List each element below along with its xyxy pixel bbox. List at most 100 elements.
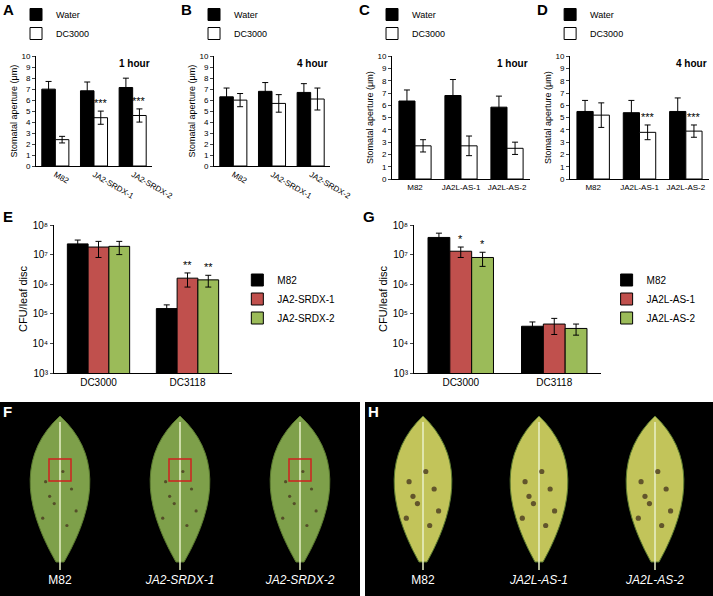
svg-text:5: 5 bbox=[26, 107, 31, 116]
svg-text:10³: 10³ bbox=[34, 368, 49, 379]
svg-text:M82: M82 bbox=[407, 183, 423, 192]
svg-text:DC3000: DC3000 bbox=[412, 29, 445, 39]
svg-text:10⁶: 10⁶ bbox=[393, 279, 408, 290]
svg-text:3: 3 bbox=[26, 129, 31, 138]
svg-text:8: 8 bbox=[26, 74, 31, 83]
svg-text:M82: M82 bbox=[48, 573, 72, 587]
svg-text:10: 10 bbox=[21, 52, 30, 61]
svg-text:4: 4 bbox=[26, 118, 31, 127]
svg-text:JA2-SRDX-1: JA2-SRDX-1 bbox=[91, 170, 136, 201]
svg-text:Stomatal aperture (μm): Stomatal aperture (μm) bbox=[365, 71, 375, 164]
svg-text:JA2-SRDX-2: JA2-SRDX-2 bbox=[130, 170, 175, 201]
svg-text:M82: M82 bbox=[52, 170, 70, 186]
svg-text:1 hour: 1 hour bbox=[119, 58, 150, 69]
svg-text:2: 2 bbox=[560, 150, 565, 159]
svg-text:7: 7 bbox=[382, 89, 387, 98]
svg-text:6: 6 bbox=[26, 96, 31, 105]
svg-text:4 hour: 4 hour bbox=[676, 58, 707, 69]
svg-text:8: 8 bbox=[560, 77, 565, 86]
svg-text:JA2-SRDX-2: JA2-SRDX-2 bbox=[277, 313, 335, 324]
svg-text:JA2-SRDX-2: JA2-SRDX-2 bbox=[308, 170, 353, 201]
svg-text:3: 3 bbox=[560, 138, 565, 147]
svg-text:10⁶: 10⁶ bbox=[33, 279, 48, 290]
svg-text:0: 0 bbox=[204, 162, 209, 171]
svg-text:1: 1 bbox=[204, 151, 209, 160]
svg-text:10: 10 bbox=[377, 52, 386, 61]
svg-text:***: *** bbox=[94, 97, 108, 109]
svg-text:JA2-SRDX-1: JA2-SRDX-1 bbox=[269, 170, 314, 201]
svg-text:JA2L-AS-2: JA2L-AS-2 bbox=[625, 573, 684, 587]
svg-text:CFU/leaf disc: CFU/leaf disc bbox=[377, 265, 389, 332]
svg-text:9: 9 bbox=[204, 63, 209, 72]
svg-text:2: 2 bbox=[382, 150, 387, 159]
svg-text:CFU/leaf disc: CFU/leaf disc bbox=[17, 265, 29, 332]
svg-text:10: 10 bbox=[199, 52, 208, 61]
svg-text:0: 0 bbox=[26, 162, 31, 171]
svg-text:7: 7 bbox=[26, 85, 31, 94]
svg-text:10⁸: 10⁸ bbox=[393, 220, 408, 231]
svg-text:JA2-SRDX-1: JA2-SRDX-1 bbox=[277, 294, 335, 305]
svg-text:Stomatal aperture (μm): Stomatal aperture (μm) bbox=[187, 65, 197, 158]
svg-text:10⁷: 10⁷ bbox=[33, 249, 48, 260]
svg-text:2: 2 bbox=[26, 140, 31, 149]
svg-text:2: 2 bbox=[204, 140, 209, 149]
svg-text:6: 6 bbox=[382, 101, 387, 110]
svg-text:8: 8 bbox=[382, 77, 387, 86]
svg-text:5: 5 bbox=[382, 113, 387, 122]
svg-text:10⁷: 10⁷ bbox=[393, 249, 408, 260]
svg-text:1 hour: 1 hour bbox=[497, 58, 528, 69]
svg-text:M82: M82 bbox=[411, 573, 435, 587]
svg-text:***: *** bbox=[641, 111, 655, 123]
svg-text:4: 4 bbox=[204, 118, 209, 127]
svg-text:Water: Water bbox=[590, 10, 614, 20]
svg-text:***: *** bbox=[687, 111, 701, 123]
svg-text:DC3000: DC3000 bbox=[80, 377, 117, 388]
svg-text:4: 4 bbox=[560, 126, 565, 135]
svg-text:Stomatal aperture (μm): Stomatal aperture (μm) bbox=[543, 71, 553, 164]
svg-text:M82: M82 bbox=[585, 183, 601, 192]
svg-text:DC3118: DC3118 bbox=[536, 377, 572, 388]
svg-text:DC3000: DC3000 bbox=[442, 377, 479, 388]
svg-text:M82: M82 bbox=[647, 275, 667, 286]
svg-text:3: 3 bbox=[204, 129, 209, 138]
svg-text:DC3000: DC3000 bbox=[56, 29, 89, 39]
svg-text:Water: Water bbox=[56, 10, 80, 20]
svg-text:5: 5 bbox=[204, 107, 209, 116]
svg-text:DC3000: DC3000 bbox=[590, 29, 623, 39]
svg-text:M82: M82 bbox=[230, 170, 248, 186]
svg-text:M82: M82 bbox=[277, 275, 297, 286]
svg-text:**: ** bbox=[183, 259, 192, 271]
svg-text:4: 4 bbox=[382, 126, 387, 135]
svg-text:10⁴: 10⁴ bbox=[393, 338, 408, 349]
svg-text:1: 1 bbox=[26, 151, 31, 160]
svg-text:10⁴: 10⁴ bbox=[33, 338, 48, 349]
svg-text:9: 9 bbox=[560, 64, 565, 73]
svg-text:9: 9 bbox=[382, 64, 387, 73]
svg-text:3: 3 bbox=[382, 138, 387, 147]
svg-text:10⁵: 10⁵ bbox=[393, 308, 408, 319]
svg-text:1: 1 bbox=[560, 163, 565, 172]
svg-text:10³: 10³ bbox=[394, 368, 409, 379]
svg-text:JA2L-AS-2: JA2L-AS-2 bbox=[647, 313, 696, 324]
svg-text:JA2L-AS-1: JA2L-AS-1 bbox=[442, 183, 481, 192]
svg-text:10: 10 bbox=[555, 52, 564, 61]
svg-text:7: 7 bbox=[204, 85, 209, 94]
svg-text:5: 5 bbox=[560, 113, 565, 122]
svg-text:10⁵: 10⁵ bbox=[33, 308, 48, 319]
svg-text:8: 8 bbox=[204, 74, 209, 83]
svg-text:*: * bbox=[458, 233, 463, 245]
svg-text:JA2L-AS-1: JA2L-AS-1 bbox=[509, 573, 568, 587]
svg-text:Water: Water bbox=[234, 10, 258, 20]
svg-text:***: *** bbox=[132, 95, 146, 107]
svg-text:JA2L-AS-1: JA2L-AS-1 bbox=[647, 294, 696, 305]
svg-text:JA2L-AS-2: JA2L-AS-2 bbox=[666, 183, 705, 192]
svg-text:0: 0 bbox=[560, 175, 565, 184]
svg-text:Water: Water bbox=[412, 10, 436, 20]
svg-text:JA2L-AS-2: JA2L-AS-2 bbox=[488, 183, 527, 192]
svg-text:7: 7 bbox=[560, 89, 565, 98]
svg-text:**: ** bbox=[204, 261, 213, 273]
svg-text:JA2L-AS-1: JA2L-AS-1 bbox=[620, 183, 659, 192]
svg-text:6: 6 bbox=[204, 96, 209, 105]
svg-text:JA2-SRDX-2: JA2-SRDX-2 bbox=[265, 573, 335, 587]
svg-text:0: 0 bbox=[382, 175, 387, 184]
